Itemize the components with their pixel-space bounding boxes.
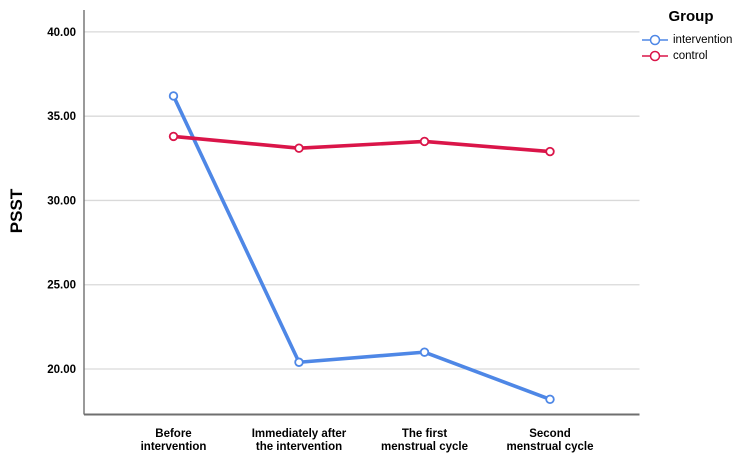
legend-symbol-intervention-icon: [642, 34, 668, 45]
marker-control-3: [545, 146, 555, 157]
legend-title: Group: [668, 8, 714, 25]
x-category-label-2: The first menstrual cycle: [381, 428, 468, 453]
y-axis-title: PSST: [7, 188, 26, 234]
marker-control-1: [294, 143, 304, 153]
marker-intervention-3: [545, 394, 555, 405]
series-intervention: [168, 91, 555, 405]
series-line-intervention: [171, 94, 552, 402]
legend-label-control: control: [673, 49, 708, 62]
x-category-label-1: Immediately after the intervention: [252, 428, 347, 453]
marker-intervention-0: [168, 91, 179, 101]
marker-control-2: [419, 136, 430, 147]
y-tick-label-35.00: 35.00: [47, 111, 76, 123]
legend-item-control: control: [641, 48, 741, 63]
legend: Group intervention control: [641, 8, 741, 64]
x-category-label-3: Second menstrual cycle: [507, 428, 594, 453]
marker-intervention-1: [294, 357, 304, 367]
x-category-label-0: Before intervention: [141, 428, 207, 453]
y-tick-label-30.00: 30.00: [47, 195, 76, 207]
legend-item-intervention: intervention: [641, 32, 741, 47]
legend-entries: intervention control: [641, 32, 741, 63]
y-tick-label-40.00: 40.00: [47, 27, 76, 39]
series-control: [168, 131, 555, 157]
series-line-control: [171, 134, 552, 154]
y-tick-label-25.00: 25.00: [47, 280, 76, 292]
marker-control-0: [168, 131, 179, 142]
y-tick-label-20.00: 20.00: [47, 364, 76, 376]
marker-intervention-2: [419, 347, 430, 357]
legend-label-intervention: intervention: [673, 33, 733, 46]
legend-symbol-control-icon: [642, 50, 668, 61]
